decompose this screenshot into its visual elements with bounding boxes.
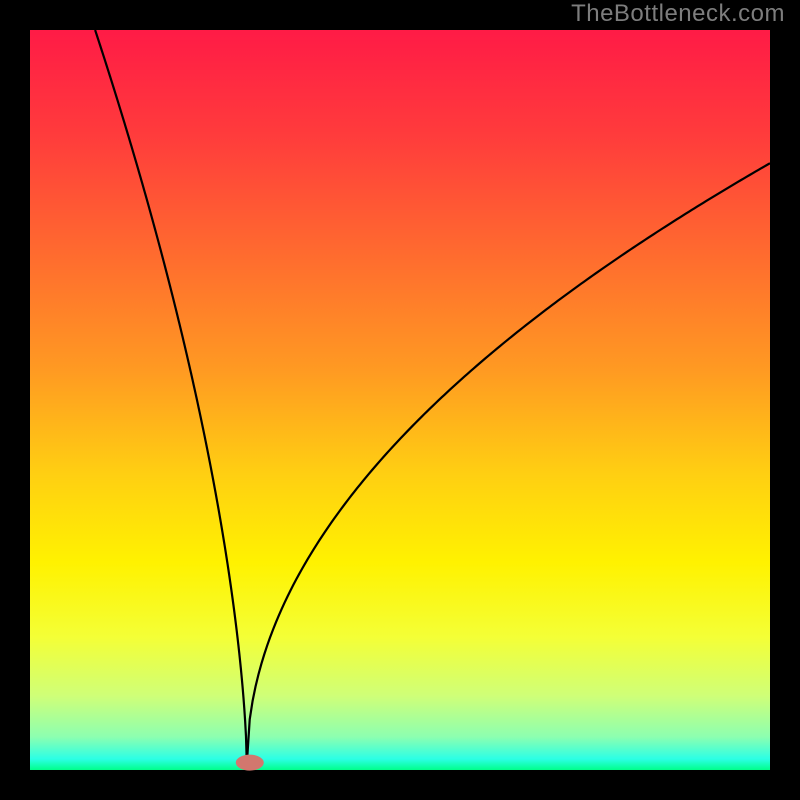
optimal-marker — [236, 755, 264, 771]
watermark-text: TheBottleneck.com — [571, 0, 785, 28]
chart-svg — [0, 0, 800, 800]
chart-canvas: TheBottleneck.com — [0, 0, 800, 800]
